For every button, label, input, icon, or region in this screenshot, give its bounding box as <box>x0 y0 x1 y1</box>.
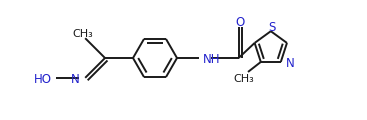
Text: N: N <box>70 73 79 86</box>
Text: N: N <box>286 57 295 70</box>
Text: CH₃: CH₃ <box>234 74 254 84</box>
Text: CH₃: CH₃ <box>73 29 94 39</box>
Text: NH: NH <box>203 53 220 66</box>
Text: S: S <box>268 21 276 34</box>
Text: HO: HO <box>34 73 52 86</box>
Text: O: O <box>236 16 245 29</box>
